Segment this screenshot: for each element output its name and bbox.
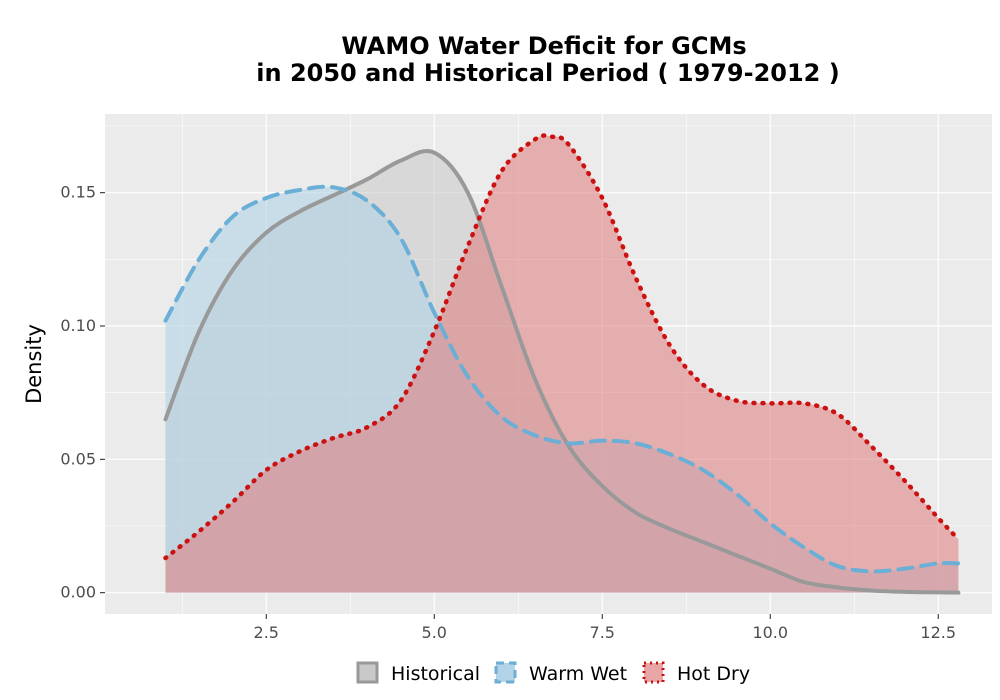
legend-item-historical: Historical bbox=[356, 661, 480, 685]
x-tick-label: 12.5 bbox=[920, 623, 956, 642]
chart-title-line2: in 2050 and Historical Period ( 1979-201… bbox=[256, 59, 839, 87]
x-tick-label: 2.5 bbox=[254, 623, 279, 642]
legend-key-historical bbox=[356, 661, 379, 684]
x-tick-label: 5.0 bbox=[422, 623, 447, 642]
y-tick-label: 0.10 bbox=[60, 316, 96, 335]
density-areas bbox=[165, 135, 959, 593]
x-tick-label: 7.5 bbox=[590, 623, 615, 642]
y-tick-label: 0.15 bbox=[60, 183, 96, 202]
legend-key-hot-dry bbox=[642, 661, 665, 684]
x-axis: 2.5 5.0 7.5 10.0 12.5 bbox=[254, 614, 956, 642]
y-axis-title: Density bbox=[22, 324, 46, 404]
y-tick-label: 0.00 bbox=[60, 583, 96, 602]
legend-key-warm-wet bbox=[494, 661, 517, 684]
legend-label-warm-wet: Warm Wet bbox=[529, 663, 627, 685]
y-tick-label: 0.05 bbox=[60, 449, 96, 468]
density-area-hot-dry bbox=[165, 135, 959, 593]
legend-label-historical: Historical bbox=[391, 663, 480, 685]
y-axis: 0.00 0.05 0.10 0.15 bbox=[60, 183, 105, 602]
density-line-historical bbox=[163, 149, 961, 595]
density-line-hot-dry bbox=[163, 133, 961, 561]
legend-item-warm-wet: Warm Wet bbox=[494, 661, 627, 685]
legend-item-hot-dry: Hot Dry bbox=[642, 661, 750, 685]
legend-label-hot-dry: Hot Dry bbox=[677, 663, 750, 685]
density-line-warm-wet bbox=[163, 184, 961, 574]
chart-title-line1: WAMO Water Deficit for GCMs bbox=[341, 32, 746, 60]
legend: Historical Warm Wet Hot Dry bbox=[356, 661, 750, 685]
density-lines bbox=[163, 133, 961, 595]
x-tick-label: 10.0 bbox=[752, 623, 788, 642]
